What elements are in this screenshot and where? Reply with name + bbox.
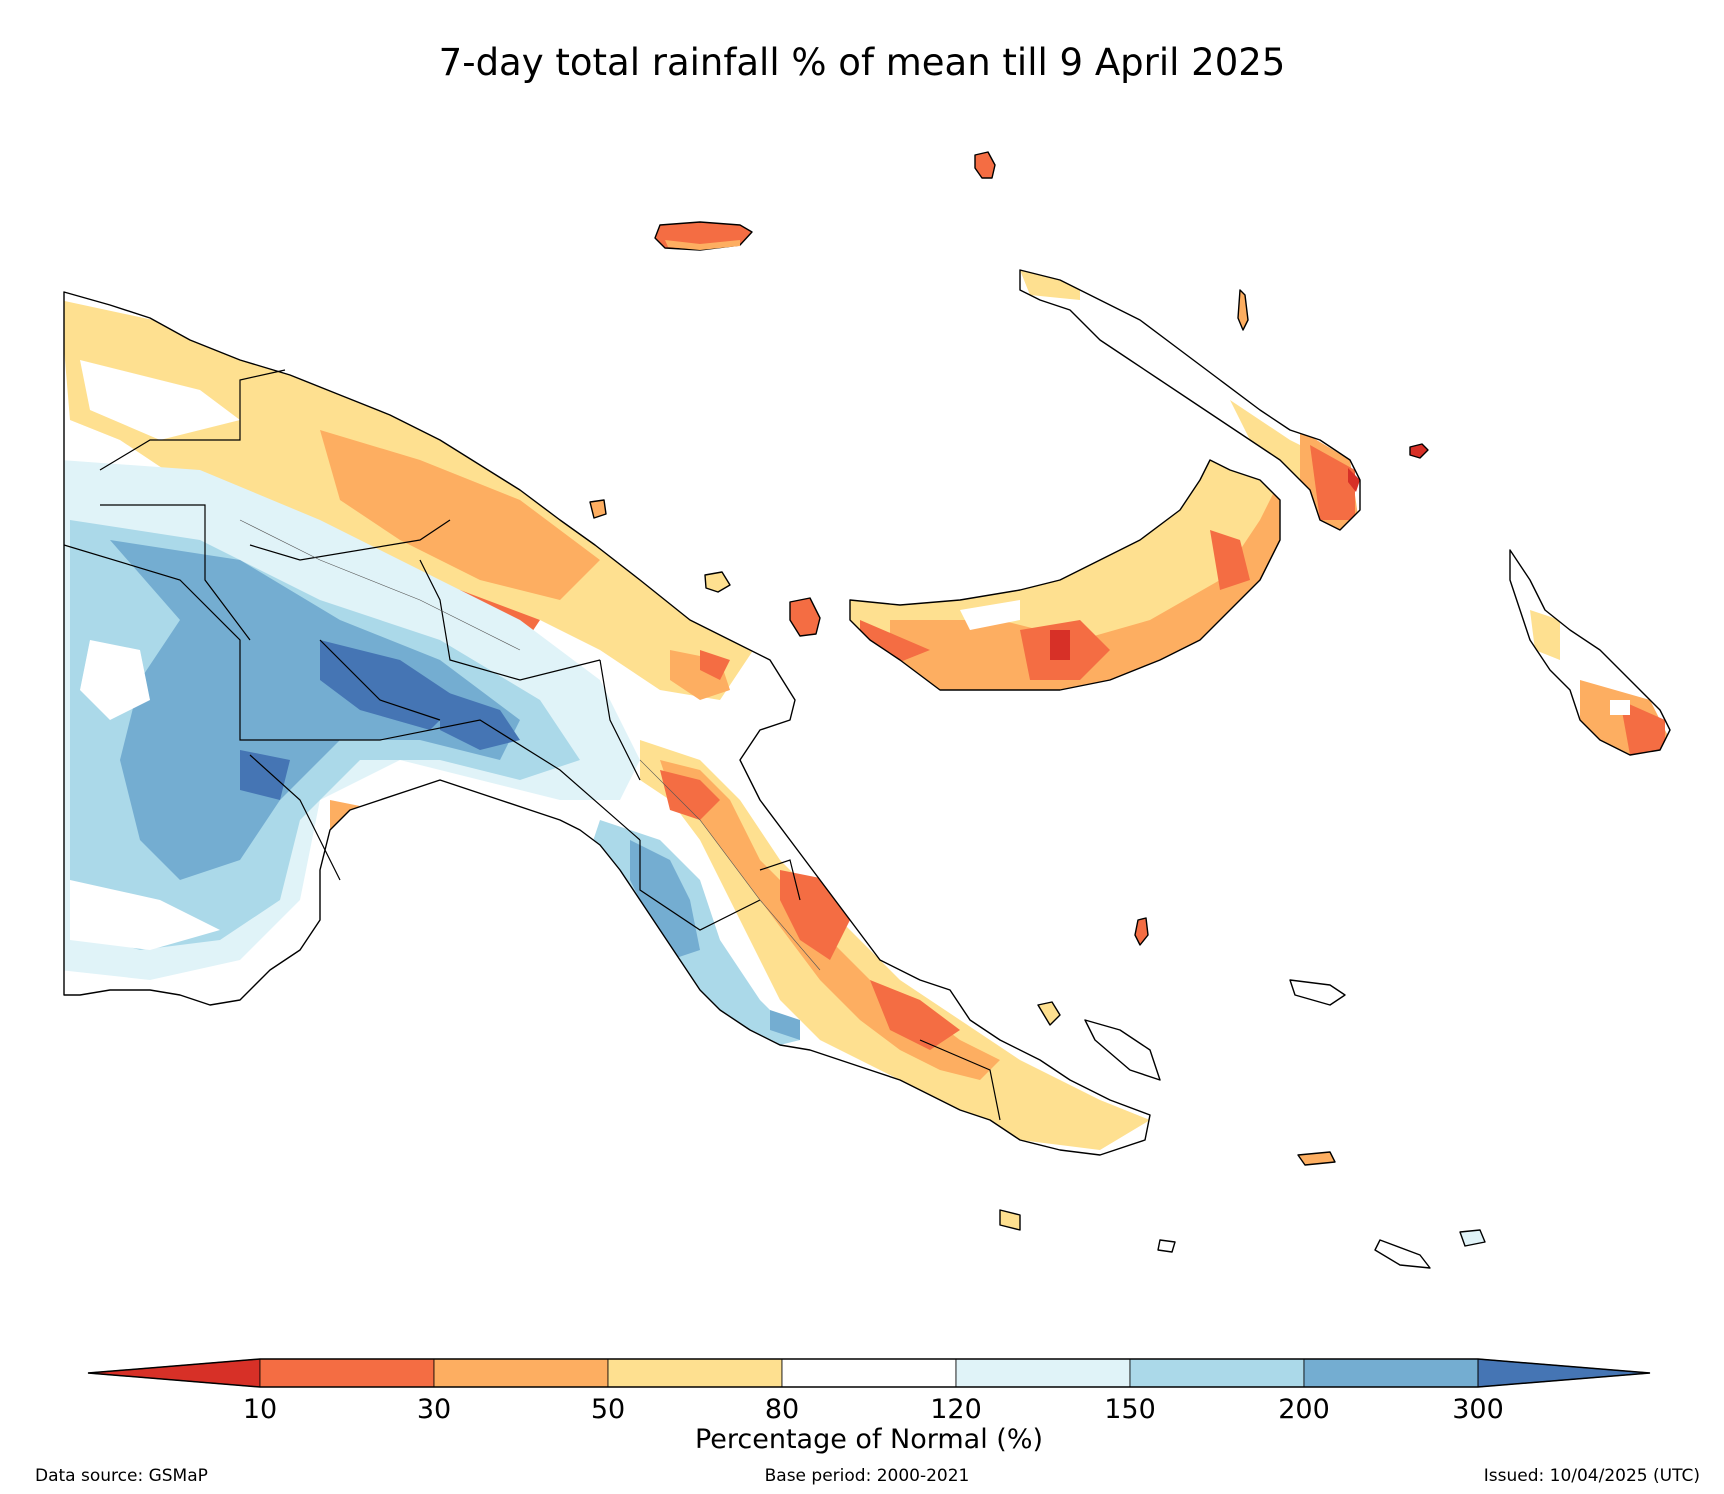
colorbar-segment-120-150 (955, 1358, 1131, 1388)
colorbar-tick-label: 80 (765, 1394, 799, 1425)
new-britain-coastline (849, 459, 1281, 691)
colorbar-segment-50-80 (607, 1358, 783, 1388)
data-source: Data source: GSMaP (35, 1466, 208, 1486)
colorbar-tick-label: 150 (1104, 1394, 1156, 1425)
colorbar-tick-label: 30 (417, 1394, 451, 1425)
colorbar-segment-10-30 (259, 1358, 435, 1388)
map-title: 7-day total rainfall % of mean till 9 Ap… (439, 41, 1286, 84)
colorbar-tick-label: 200 (1278, 1394, 1330, 1425)
issued-date: Issued: 10/04/2025 (UTC) (1484, 1466, 1700, 1486)
colorbar: 10 30 50 80 120 150 200 300 Percentage o… (87, 1358, 1651, 1455)
mainland-rainfall (64, 292, 1150, 1155)
base-period: Base period: 2000-2021 (765, 1466, 970, 1486)
colorbar-segment-80-120 (781, 1358, 957, 1388)
colorbar-tick-label: 300 (1452, 1394, 1504, 1425)
colorbar-tick-label: 120 (930, 1394, 982, 1425)
colorbar-label: Percentage of Normal (%) (695, 1424, 1043, 1455)
province-borders (63, 369, 1001, 1121)
mainland-coastline (63, 291, 1151, 1156)
small-islands (589, 151, 1486, 1269)
colorbar-tick-label: 10 (243, 1394, 277, 1425)
bougainville-rainfall (1510, 550, 1670, 755)
new-britain-rainfall (850, 460, 1280, 690)
colorbar-outline (87, 1358, 1651, 1388)
colorbar-segment-200-300 (1303, 1358, 1479, 1388)
manus-island-interior (665, 240, 740, 250)
new-ireland-coastline (1019, 269, 1361, 531)
map-area (63, 151, 1671, 1269)
colorbar-extend-high (1477, 1358, 1651, 1388)
colorbar-segment-150-200 (1129, 1358, 1305, 1388)
colorbar-tick-label: 50 (591, 1394, 625, 1425)
footer: Data source: GSMaP Base period: 2000-202… (35, 1466, 1700, 1486)
bougainville-coastline (1509, 549, 1671, 756)
contour-lines (239, 519, 821, 971)
colorbar-extend-low (87, 1358, 261, 1388)
colorbar-segment-30-50 (433, 1358, 609, 1388)
